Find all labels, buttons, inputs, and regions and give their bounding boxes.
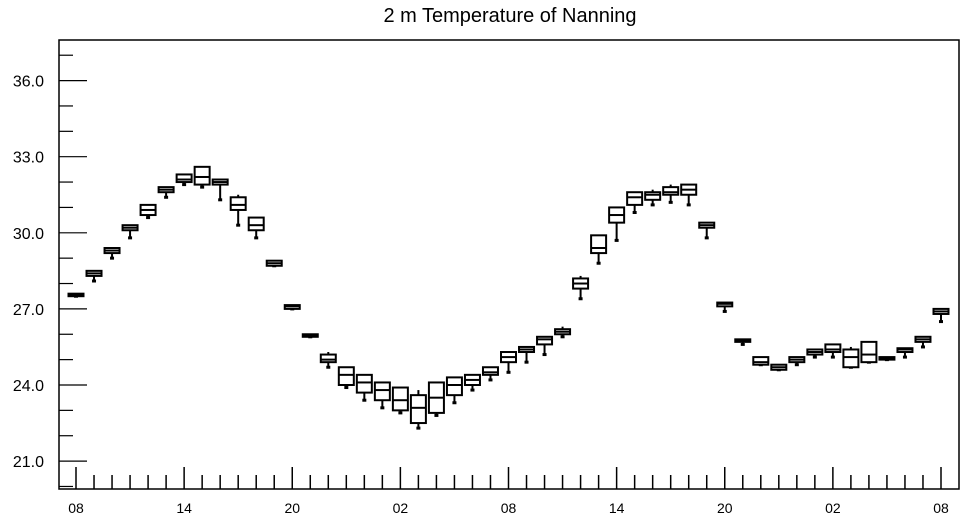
x-tick-label: 08 bbox=[933, 500, 949, 516]
box-body bbox=[662, 186, 680, 196]
box bbox=[662, 184, 680, 204]
box-body bbox=[536, 335, 554, 346]
box bbox=[896, 347, 914, 359]
box-body bbox=[319, 353, 337, 364]
box bbox=[157, 186, 175, 199]
box-body bbox=[445, 376, 463, 397]
box bbox=[481, 366, 499, 382]
box-body bbox=[391, 386, 409, 412]
box bbox=[842, 346, 860, 369]
box bbox=[518, 345, 536, 364]
box bbox=[85, 269, 103, 283]
box bbox=[121, 224, 139, 240]
box bbox=[355, 373, 373, 402]
box bbox=[536, 335, 554, 357]
box bbox=[770, 363, 788, 372]
box bbox=[67, 292, 85, 298]
box bbox=[680, 183, 698, 207]
x-tick-label: 20 bbox=[717, 500, 733, 516]
x-tick-label: 20 bbox=[284, 500, 300, 516]
box-body bbox=[409, 394, 427, 425]
box bbox=[590, 234, 608, 265]
box bbox=[337, 366, 355, 390]
box bbox=[572, 275, 590, 301]
box bbox=[193, 165, 211, 189]
box bbox=[175, 173, 193, 187]
box bbox=[139, 203, 157, 220]
box-body bbox=[193, 165, 211, 186]
box-body bbox=[644, 191, 662, 201]
box bbox=[247, 216, 265, 240]
box bbox=[644, 189, 662, 207]
box bbox=[103, 247, 121, 260]
plot-border bbox=[58, 39, 960, 490]
box bbox=[626, 191, 644, 214]
box bbox=[500, 351, 517, 374]
box bbox=[734, 338, 752, 346]
x-tick-label: 14 bbox=[609, 500, 625, 516]
box-body bbox=[842, 348, 860, 369]
x-tick-label: 14 bbox=[176, 500, 192, 516]
y-tick-label: 27.0 bbox=[13, 302, 44, 319]
chart-title: 2 m Temperature of Nanning bbox=[383, 5, 636, 27]
box bbox=[283, 304, 301, 311]
box bbox=[788, 356, 806, 367]
y-axis: 21.0 24.0 27.0 30.0 33.0 36.0 bbox=[13, 54, 87, 488]
box bbox=[229, 194, 247, 227]
box-body bbox=[355, 373, 373, 394]
y-tick-label: 30.0 bbox=[13, 226, 44, 243]
box bbox=[806, 348, 824, 359]
y-tick-label: 33.0 bbox=[13, 150, 44, 167]
plot-frame bbox=[58, 39, 960, 490]
y-tick-label: 36.0 bbox=[13, 74, 44, 91]
y-tick-label: 21.0 bbox=[13, 454, 44, 471]
box bbox=[698, 221, 716, 240]
box bbox=[445, 376, 463, 405]
box bbox=[860, 340, 878, 364]
x-tick-label: 08 bbox=[68, 500, 84, 516]
x-tick-label: 08 bbox=[501, 500, 517, 516]
box bbox=[301, 333, 319, 339]
box-body bbox=[752, 356, 770, 366]
box-body bbox=[337, 366, 355, 386]
y-tick-label: 24.0 bbox=[13, 378, 44, 395]
x-tick-label: 02 bbox=[825, 500, 841, 516]
box bbox=[211, 178, 229, 202]
box-body bbox=[590, 234, 608, 255]
box bbox=[824, 343, 842, 359]
x-tick-label: 02 bbox=[393, 500, 409, 516]
box bbox=[265, 259, 283, 268]
box bbox=[716, 301, 734, 313]
box bbox=[752, 356, 770, 367]
box-body bbox=[860, 340, 878, 364]
box bbox=[319, 352, 337, 369]
box-body bbox=[373, 381, 391, 402]
box-body bbox=[626, 191, 644, 206]
box bbox=[463, 373, 481, 392]
box bbox=[427, 381, 445, 417]
box bbox=[608, 206, 626, 242]
box bbox=[914, 335, 932, 349]
x-axis: 08 14 20 02 08 14 20 02 08 bbox=[68, 467, 949, 516]
box bbox=[391, 386, 409, 415]
box-body bbox=[229, 196, 247, 211]
box bbox=[409, 390, 427, 430]
box-body bbox=[175, 173, 193, 184]
box bbox=[932, 307, 950, 324]
box bbox=[373, 381, 391, 410]
box-series bbox=[67, 165, 950, 430]
box-body bbox=[481, 366, 499, 376]
box bbox=[878, 356, 896, 362]
box bbox=[554, 326, 572, 339]
box-body bbox=[247, 216, 265, 232]
box-body bbox=[824, 343, 842, 354]
